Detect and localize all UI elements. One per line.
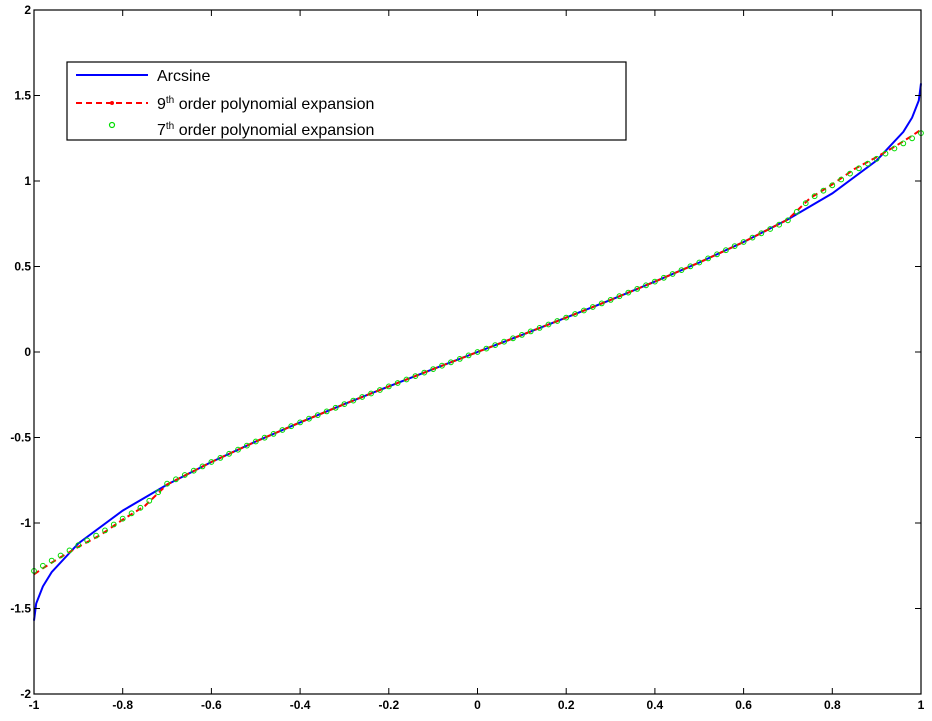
- x-tick-label: -0.4: [290, 698, 311, 712]
- legend-label-9th-rest: order polynomial expansion: [174, 96, 374, 113]
- x-tick-label: 0.4: [647, 698, 664, 712]
- legend-label-7th-sup: th: [166, 121, 174, 132]
- y-tick-label: 1.5: [14, 89, 31, 103]
- legend-label-9th-base: 9: [157, 96, 166, 113]
- y-tick-label: 1: [24, 174, 31, 188]
- x-tick-label: 0.6: [735, 698, 752, 712]
- x-tick-label: 0.8: [824, 698, 841, 712]
- x-tick-label: 0.2: [558, 698, 575, 712]
- x-tick-label: 0: [474, 698, 481, 712]
- y-tick-label: 2: [24, 3, 31, 17]
- legend-marker-9th: [110, 101, 114, 105]
- legend-label-7th: 7th order polynomial expansion: [157, 121, 374, 139]
- x-tick-label: -0.8: [112, 698, 133, 712]
- y-tick-label: -0.5: [10, 431, 31, 445]
- legend-label-9th-sup: th: [166, 95, 174, 106]
- y-tick-label: -1.5: [10, 602, 31, 616]
- y-tick-label: 0.5: [14, 260, 31, 274]
- legend-label-7th-rest: order polynomial expansion: [174, 122, 374, 139]
- legend: Arcsine 9th order polynomial expansion 7…: [67, 62, 626, 140]
- y-tick-label: -1: [20, 516, 31, 530]
- y-tick-label: -2: [20, 687, 31, 701]
- legend-label-arcsine: Arcsine: [157, 68, 210, 85]
- legend-label-7th-base: 7: [157, 122, 166, 139]
- x-tick-label: -0.2: [378, 698, 399, 712]
- legend-label-9th: 9th order polynomial expansion: [157, 95, 374, 113]
- x-tick-label: -0.6: [201, 698, 222, 712]
- y-tick-label: 0: [24, 345, 31, 359]
- x-tick-label: 1: [918, 698, 925, 712]
